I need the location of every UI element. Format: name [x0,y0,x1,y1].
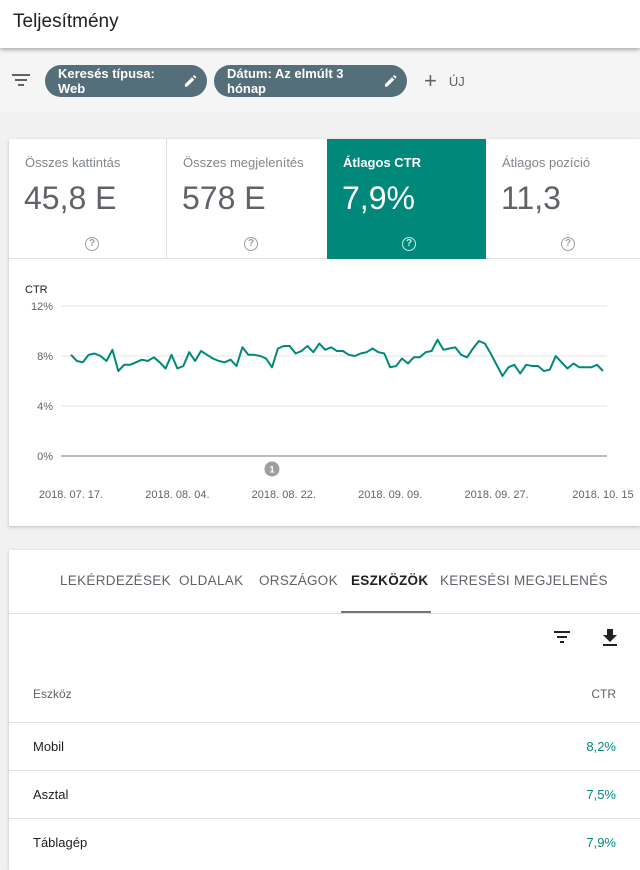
page-title: Teljesítmény [13,11,119,32]
annotation-label: 1 [269,465,274,475]
active-tab-indicator [341,611,431,613]
x-tick-label: 2018. 08. 04. [145,489,209,501]
annotation-marker [264,461,280,477]
column-header-device[interactable]: Eszköz [33,687,72,701]
tab-pages[interactable]: OLDALAK [179,573,244,588]
metric-total-clicks[interactable]: Összes kattintás 45,8 E ? [9,139,167,259]
ctr-chart-svg: CTR 12% 8% 4% 0% 2018. 07. 17. 2018. 08. 04. 20… [25,284,634,501]
metric-value: 578 E [182,180,266,216]
metric-label: Összes kattintás [25,155,121,170]
help-icon[interactable]: ? [402,237,416,251]
ctr-chart: CTR 12% 8% 4% 0% 2018. 07. 17. 2018. 08. 04. 20… [9,259,640,526]
x-tick-label: 2018. 07. 17. [39,489,103,501]
filter-chip-search-type[interactable]: Keresés típusa: Web [45,65,207,97]
tab-search-appearance[interactable]: KERESÉSI MEGJELENÉS [440,573,608,588]
ctr-value: 7,9% [586,835,616,850]
y-tick-label: 0% [37,451,53,463]
filter-chip-label: Keresés típusa: Web [58,66,155,96]
metric-value: 45,8 E [24,180,117,216]
pencil-icon [184,75,197,87]
ctr-value: 7,5% [586,787,616,802]
device-name: Táblagép [33,835,88,850]
x-tick-label: 2018. 10. 15 [572,489,633,501]
table-row[interactable]: Mobil 8,2% [9,722,640,770]
column-header-ctr[interactable]: CTR [591,687,616,701]
metric-average-ctr[interactable]: Átlagos CTR 7,9% ? [327,139,486,259]
y-tick-label: 12% [31,301,53,313]
y-axis-label: CTR [25,284,48,296]
metric-label: Átlagos pozíció [502,155,591,170]
filter-icon[interactable] [551,626,573,648]
device-name: Mobil [33,739,65,754]
plus-icon: + [424,68,437,93]
tab-countries[interactable]: ORSZÁGOK [259,573,338,588]
metric-value: 11,3 [501,180,561,216]
metric-average-position[interactable]: Átlagos pozíció 11,3 ? [486,139,640,259]
x-tick-label: 2018. 08. 22. [252,489,316,501]
table-row[interactable]: Asztal 7,5% [9,770,640,818]
add-filter-button[interactable]: + ÚJ [424,68,465,93]
y-tick-label: 4% [37,401,53,413]
pencil-icon [384,75,397,87]
filter-icon[interactable] [11,72,31,88]
filter-chip-label: Dátum: Az elmúlt 3 hónap [227,66,344,96]
metric-label: Összes megjelenítés [183,155,304,170]
y-tick-label: 8% [37,351,53,363]
x-tick-label: 2018. 09. 09. [358,489,422,501]
filter-bar: Keresés típusa: Web Dátum: Az elmúlt 3 h… [0,50,640,112]
report-tabs: LEKÉRDEZÉSEK OLDALAK ORSZÁGOK ESZKÖZÖK K… [9,550,640,614]
add-filter-label: ÚJ [448,73,465,89]
ctr-value: 8,2% [586,739,616,754]
metric-value: 7,9% [342,180,415,216]
top-bar: Teljesítmény [0,0,640,48]
metric-label: Átlagos CTR [343,155,421,170]
help-icon[interactable]: ? [244,237,258,251]
metric-total-impressions[interactable]: Összes megjelenítés 578 E ? [167,139,327,259]
table-row[interactable]: Táblagép 7,9% [9,818,640,866]
performance-card: Összes kattintás 45,8 E ? Összes megjele… [9,139,640,526]
x-tick-label: 2018. 09. 27. [464,489,528,501]
devices-table-card: LEKÉRDEZÉSEK OLDALAK ORSZÁGOK ESZKÖZÖK K… [9,550,640,870]
download-icon[interactable] [599,626,621,648]
help-icon[interactable]: ? [85,237,99,251]
filter-chip-date[interactable]: Dátum: Az elmúlt 3 hónap [214,65,407,97]
ctr-series-line [70,338,604,377]
help-icon[interactable]: ? [561,237,575,251]
tab-devices[interactable]: ESZKÖZÖK [351,573,429,588]
tab-queries[interactable]: LEKÉRDEZÉSEK [60,573,171,588]
device-name: Asztal [33,787,69,802]
